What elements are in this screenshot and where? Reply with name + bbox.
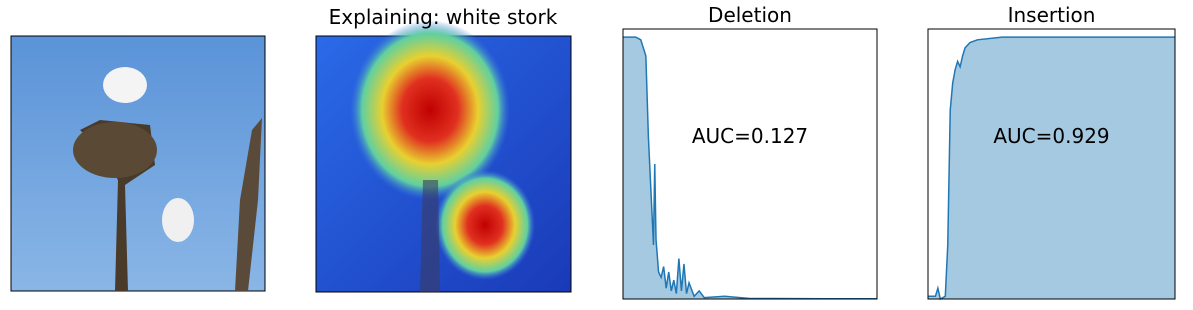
plot-frame <box>622 28 878 300</box>
auc-annotation: AUC=0.929 <box>993 124 1109 148</box>
chart-title: Deletion <box>708 3 792 27</box>
chart-title: Insertion <box>1008 3 1096 27</box>
saliency-image <box>315 20 572 293</box>
auc-annotation: AUC=0.127 <box>692 124 808 148</box>
saliency-title: Explaining: white stork <box>329 5 558 29</box>
input-image <box>10 35 266 292</box>
area <box>928 37 1175 299</box>
line <box>623 36 877 300</box>
area <box>623 37 877 299</box>
plot-frame <box>927 28 1176 300</box>
